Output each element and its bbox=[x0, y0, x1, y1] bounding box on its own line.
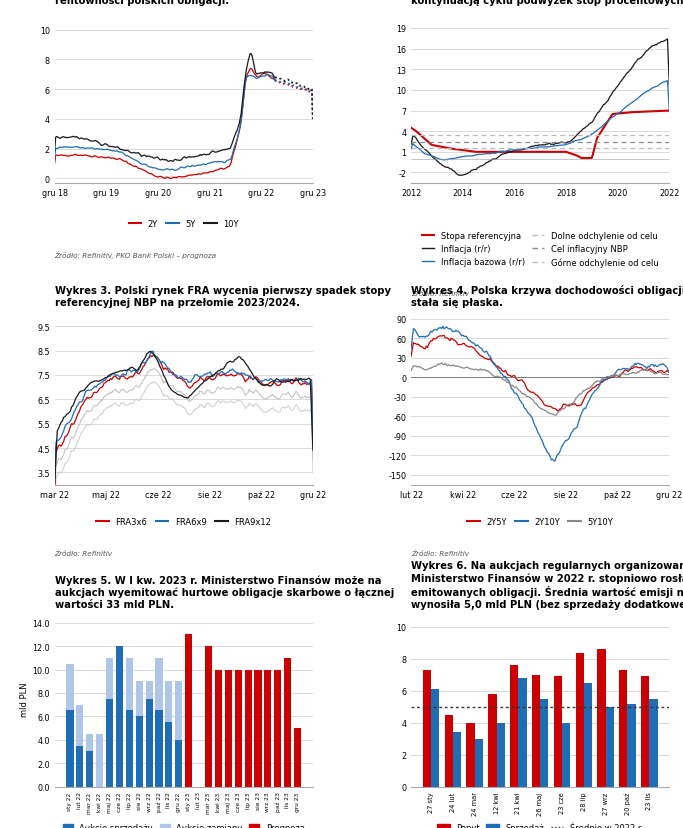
Bar bbox=[96, 734, 103, 787]
Bar bbox=[255, 670, 262, 787]
Bar bbox=[66, 710, 74, 787]
Bar bbox=[518, 678, 527, 787]
Legend: 2Y5Y, 2Y10Y, 5Y10Y: 2Y5Y, 2Y10Y, 5Y10Y bbox=[464, 514, 617, 530]
Bar bbox=[116, 647, 123, 787]
Text: Wykres 1. Rok 2023 powinien przynieść wyraźny spadek
rentowności polskich obliga: Wykres 1. Rok 2023 powinien przynieść wy… bbox=[55, 0, 374, 6]
Legend: Aukcje sprzedaży, Aukcje zamiany, Prognoza: Aukcje sprzedaży, Aukcje zamiany, Progno… bbox=[59, 820, 308, 828]
Text: Źródło: Refinitiv: Źródło: Refinitiv bbox=[411, 291, 469, 296]
Bar bbox=[453, 733, 461, 787]
Bar bbox=[225, 670, 232, 787]
Text: Źródło: Refinitiv, PKO Bank Polski – prognoza: Źródło: Refinitiv, PKO Bank Polski – pro… bbox=[55, 251, 217, 258]
Bar bbox=[145, 699, 153, 787]
Bar bbox=[66, 664, 74, 710]
Bar bbox=[431, 690, 439, 787]
Bar bbox=[136, 716, 143, 787]
Text: Wykres 4. Polska krzywa dochodowości obligacji skarbowych
stała się płaska.: Wykres 4. Polska krzywa dochodowości obl… bbox=[411, 285, 683, 308]
Bar bbox=[106, 699, 113, 787]
Bar bbox=[76, 746, 83, 787]
Text: Źródło: Refinitiv: Źródło: Refinitiv bbox=[55, 550, 113, 556]
Bar bbox=[86, 734, 94, 752]
Bar bbox=[628, 704, 636, 787]
Text: Wykres 5. W I kw. 2023 r. Ministerstwo Finansów może na
aukcjach wyemitować hurt: Wykres 5. W I kw. 2023 r. Ministerstwo F… bbox=[55, 575, 394, 609]
Bar bbox=[532, 675, 540, 787]
Bar bbox=[641, 676, 650, 787]
Bar bbox=[423, 671, 431, 787]
Bar bbox=[205, 647, 212, 787]
Bar bbox=[176, 740, 182, 787]
Bar bbox=[562, 723, 570, 787]
Text: Wykres 2. Dalszy wzrost inflacji nie stanie się argumentem za
kontynuacją cyklu : Wykres 2. Dalszy wzrost inflacji nie sta… bbox=[411, 0, 683, 6]
Bar bbox=[445, 715, 453, 787]
Bar bbox=[156, 658, 163, 710]
Bar bbox=[145, 681, 153, 699]
Legend: Popyt, Sprzedaż, Średnio w 2022 r.: Popyt, Sprzedaż, Średnio w 2022 r. bbox=[434, 820, 647, 828]
Bar bbox=[294, 728, 301, 787]
Legend: 2Y, 5Y, 10Y: 2Y, 5Y, 10Y bbox=[126, 216, 242, 232]
Bar bbox=[510, 666, 518, 787]
Bar bbox=[176, 681, 182, 740]
Bar bbox=[136, 681, 143, 716]
Text: Wykres 6. Na aukcjach regularnych organizowanych przez
Ministerstwo Finansów w 2: Wykres 6. Na aukcjach regularnych organi… bbox=[411, 561, 683, 609]
Legend: FRA3x6, FRA6x9, FRA9x12: FRA3x6, FRA6x9, FRA9x12 bbox=[93, 514, 275, 530]
Text: Wykres 3. Polski rynek FRA wycenia pierwszy spadek stopy
referencyjnej NBP na pr: Wykres 3. Polski rynek FRA wycenia pierw… bbox=[55, 286, 391, 308]
Bar bbox=[540, 699, 548, 787]
Legend: Stopa referencyjna, Inflacja (r/r), Inflacja bazowa (r/r), Dolne odchylenie od c: Stopa referencyjna, Inflacja (r/r), Infl… bbox=[419, 229, 662, 271]
Bar bbox=[86, 752, 94, 787]
Y-axis label: mld PLN: mld PLN bbox=[20, 681, 29, 716]
Bar bbox=[584, 683, 592, 787]
Bar bbox=[235, 670, 242, 787]
Bar bbox=[606, 707, 614, 787]
Bar bbox=[106, 658, 113, 699]
Bar bbox=[650, 699, 658, 787]
Bar bbox=[488, 694, 497, 787]
Bar bbox=[165, 722, 173, 787]
Bar bbox=[165, 681, 173, 722]
Bar bbox=[215, 670, 222, 787]
Bar bbox=[185, 635, 193, 787]
Bar bbox=[126, 710, 133, 787]
Bar bbox=[76, 705, 83, 746]
Bar bbox=[264, 670, 271, 787]
Bar bbox=[576, 652, 584, 787]
Bar bbox=[275, 670, 281, 787]
Bar bbox=[497, 723, 505, 787]
Text: Źródło: Refinitiv: Źródło: Refinitiv bbox=[411, 550, 469, 556]
Bar bbox=[598, 649, 606, 787]
Bar bbox=[156, 710, 163, 787]
Bar bbox=[466, 723, 475, 787]
Bar bbox=[284, 658, 291, 787]
Bar bbox=[554, 676, 562, 787]
Bar bbox=[619, 671, 628, 787]
Bar bbox=[126, 658, 133, 710]
Bar bbox=[245, 670, 251, 787]
Bar bbox=[475, 739, 483, 787]
